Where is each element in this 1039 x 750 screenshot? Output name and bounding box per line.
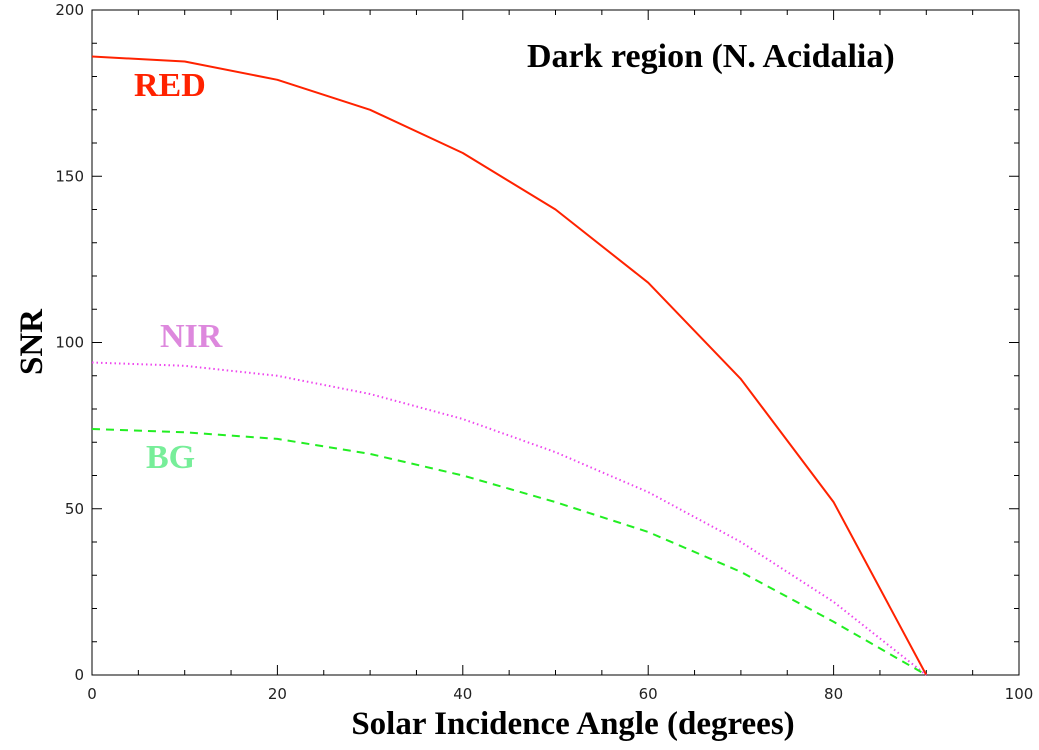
series-line-bg xyxy=(91,428,927,676)
x-tick-label: 40 xyxy=(453,685,472,703)
x-tick-label: 80 xyxy=(824,685,843,703)
x-tick-label: 60 xyxy=(639,685,658,703)
y-axis-title: SNR xyxy=(14,308,50,375)
plot-title: Dark region (N. Acidalia) xyxy=(527,38,895,75)
y-tick-label: 150 xyxy=(55,167,84,185)
series-line-red xyxy=(91,55,928,676)
y-tick-label: 100 xyxy=(55,334,84,352)
x-axis-title: Solar Incidence Angle (degrees) xyxy=(351,706,794,742)
plot-frame xyxy=(91,9,1020,676)
series-line-nir xyxy=(91,361,927,676)
axis-ticks: 0 20 40 60 80 100 0 50 100 150 200 xyxy=(55,1,1033,703)
y-tick-label: 0 xyxy=(74,666,84,684)
y-tick-label: 200 xyxy=(55,1,84,19)
y-tick-label: 50 xyxy=(65,500,84,518)
series-label-red: RED xyxy=(134,67,206,104)
series-lines xyxy=(91,55,928,676)
x-tick-label: 100 xyxy=(1005,685,1034,703)
series-label-bg: BG xyxy=(146,439,195,476)
series-label-nir: NIR xyxy=(160,318,223,355)
x-tick-label: 0 xyxy=(87,685,97,703)
x-tick-label: 20 xyxy=(268,685,287,703)
